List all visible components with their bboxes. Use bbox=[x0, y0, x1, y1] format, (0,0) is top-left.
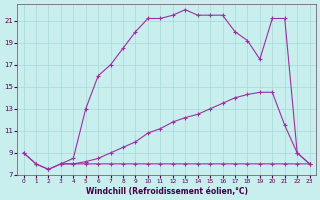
X-axis label: Windchill (Refroidissement éolien,°C): Windchill (Refroidissement éolien,°C) bbox=[85, 187, 248, 196]
